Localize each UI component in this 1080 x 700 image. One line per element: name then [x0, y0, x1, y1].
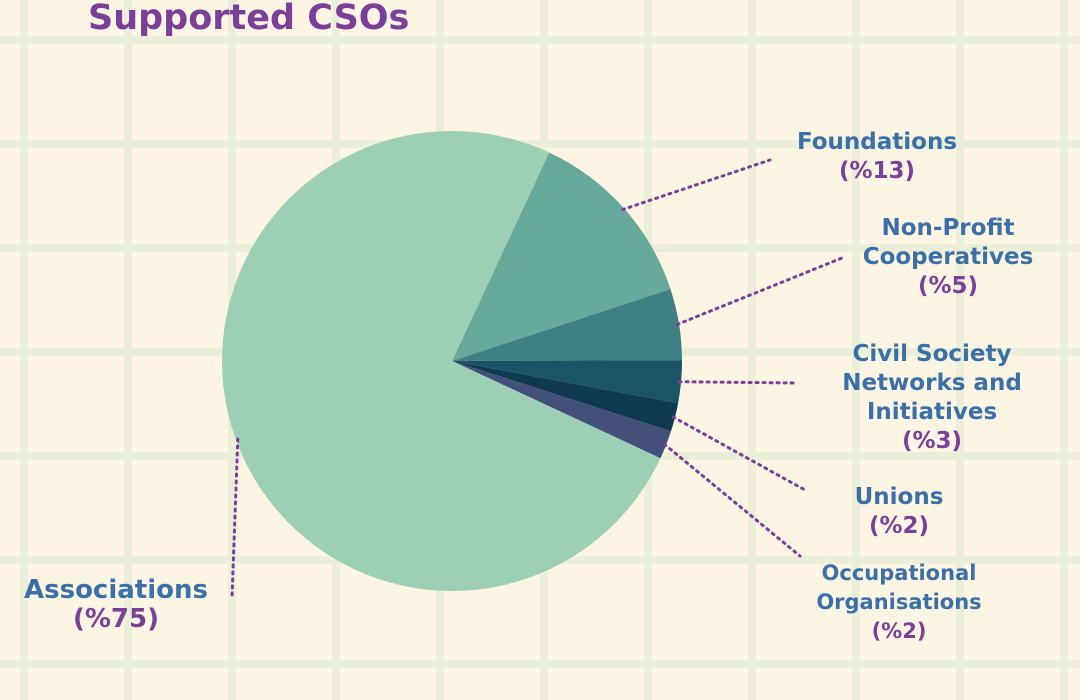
- slice-percent: (%13): [838, 158, 916, 184]
- label-associations: Associations (%75): [24, 576, 208, 634]
- leader-line: [671, 415, 807, 492]
- leader-line: [662, 442, 802, 558]
- slice-label: Associations: [24, 575, 208, 605]
- pie-slice-non-profit-cooperatives: [452, 289, 682, 361]
- label-foundations: Foundations (%13): [797, 128, 957, 186]
- leader-line: [677, 380, 799, 385]
- leader-line: [230, 437, 240, 600]
- slice-percent: (%2): [871, 619, 927, 643]
- slice-percent: (%5): [917, 273, 979, 299]
- slice-percent: (%2): [868, 513, 930, 539]
- pie-slice-civil-society-networks-and-initiatives: [452, 360, 683, 404]
- slice-label: Foundations: [796, 129, 958, 155]
- slice-label: Occupational Organisations: [816, 561, 982, 614]
- slice-label: Unions: [854, 484, 944, 510]
- slice-label: Civil Society Networks and Initiatives: [842, 341, 1022, 425]
- pie-slice-occupational-organisations: [452, 361, 671, 459]
- pie-slice-associations: [221, 131, 661, 592]
- slice-percent: (%75): [73, 604, 159, 634]
- leader-line: [675, 256, 844, 326]
- leader-line: [621, 158, 772, 212]
- label-unions: Unions (%2): [855, 483, 944, 541]
- slice-percent: (%3): [901, 428, 963, 454]
- label-occupational-organisations: Occupational Organisations (%2): [799, 559, 999, 646]
- pie-slice-unions: [452, 361, 679, 432]
- pie-slice-foundations: [452, 152, 671, 361]
- label-non-profit-cooperatives: Non-Profit Cooperatives (%5): [853, 214, 1043, 301]
- chart-title: Supported CSOs: [88, 0, 410, 38]
- slice-label: Non-Profit Cooperatives: [862, 215, 1034, 270]
- label-civil-society-networks: Civil Society Networks and Initiatives (…: [832, 340, 1032, 456]
